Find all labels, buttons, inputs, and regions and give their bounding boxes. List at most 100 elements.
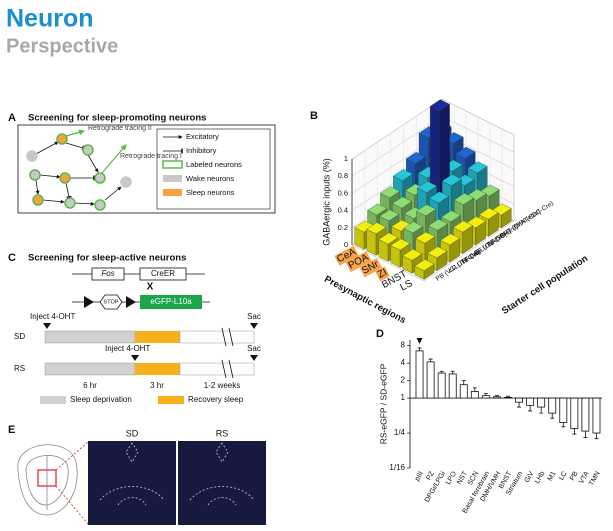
error-bar <box>594 433 599 440</box>
z-tick-label: 0 <box>344 240 348 249</box>
bar <box>570 397 579 429</box>
edge <box>74 201 95 206</box>
error-bar <box>572 428 577 435</box>
bar <box>448 373 457 399</box>
region-highlight <box>345 251 372 273</box>
y-axis-label: RS-eGFP / SD-eGFP <box>378 363 388 444</box>
z-tick-label: 1 <box>344 154 348 163</box>
rest-bar <box>179 330 255 344</box>
stop-label: STOP <box>104 299 119 305</box>
y-tick-label: 4 <box>401 358 406 367</box>
bar-top <box>393 169 413 181</box>
rest-bar <box>179 362 255 376</box>
bar-top <box>427 246 448 259</box>
y-tick-label: 1 <box>401 393 406 402</box>
inject-marker <box>43 323 51 329</box>
bar-top <box>366 222 387 235</box>
diagram-a <box>17 124 276 214</box>
loxp <box>126 296 136 308</box>
bar <box>592 397 601 434</box>
duration: 1-2 weeks <box>204 381 240 390</box>
panel-title: Screening for sleep-active neurons <box>28 253 186 264</box>
section: Perspective <box>6 35 118 57</box>
bar-top <box>417 181 437 193</box>
error-bar <box>528 405 533 412</box>
bar <box>581 397 590 432</box>
edges <box>35 141 122 206</box>
error-bar <box>517 402 522 408</box>
tracing-label: Retrograde tracing II <box>88 125 152 132</box>
x-tick-label: PB <box>569 470 580 482</box>
tracing-arrow <box>65 129 85 137</box>
node <box>120 176 132 188</box>
z-axis-label: GABAergic inputs (%) <box>321 158 331 246</box>
sac-label: Sac <box>247 312 261 321</box>
bar-top <box>378 232 399 245</box>
legend-frame <box>156 128 271 210</box>
condition-label: RS <box>14 364 25 373</box>
inject-marker <box>131 355 139 361</box>
legend-key <box>162 160 183 169</box>
legend-key <box>163 189 182 196</box>
duration: 3 hr <box>150 381 164 390</box>
edge <box>39 174 61 179</box>
error-bar <box>506 395 510 398</box>
error-bar <box>428 358 433 362</box>
reporter-box <box>140 295 202 309</box>
legend-label: Wake neurons <box>186 174 234 183</box>
bar-top <box>428 218 449 231</box>
node <box>82 144 94 156</box>
journal: Neuron <box>6 5 94 33</box>
z-tick-label: 0.4 <box>338 206 348 215</box>
cross: X <box>147 282 154 293</box>
frame <box>17 124 276 214</box>
rs-bar <box>135 363 180 375</box>
x-tick-label: LHb <box>534 470 547 485</box>
legend-label: Labeled neurons <box>186 160 242 169</box>
bar-top <box>379 209 400 222</box>
bar-top <box>405 151 426 164</box>
overlay <box>99 442 165 506</box>
edge <box>35 141 59 155</box>
bar <box>504 396 512 399</box>
node <box>56 133 68 145</box>
bar-top <box>392 196 413 209</box>
micrograph <box>88 441 176 525</box>
error-bar <box>539 407 544 414</box>
bar-top <box>453 220 473 233</box>
bar-top <box>441 210 461 223</box>
break <box>221 327 234 347</box>
legend-label: Excitatory <box>186 132 219 141</box>
edge <box>104 186 122 201</box>
bar-top <box>402 248 423 261</box>
inject-label: Inject 4-OHT <box>105 344 150 353</box>
error-bar <box>583 431 588 438</box>
error-bar <box>417 347 422 351</box>
outline <box>25 455 69 506</box>
y-axis-label: Starter cell population <box>500 253 590 317</box>
legend-key <box>158 396 184 404</box>
panel-label: B <box>310 110 318 122</box>
sd-bar <box>44 330 136 344</box>
duration: 6 hr <box>83 381 97 390</box>
bar <box>470 391 479 399</box>
bar <box>459 384 468 399</box>
gene-box <box>139 267 187 281</box>
x-tick-label: LC <box>558 470 569 481</box>
node <box>64 197 76 209</box>
region-highlight <box>359 258 383 278</box>
sac-marker <box>250 323 258 329</box>
region-highlight <box>375 266 390 282</box>
stop-box <box>99 294 123 310</box>
edge <box>42 199 65 204</box>
y-tick-label: 8 <box>401 341 406 350</box>
legend-label: Inhibitory <box>186 146 217 155</box>
sac-marker <box>250 355 258 361</box>
bar-top <box>478 207 499 220</box>
z-tick-label: 0.2 <box>338 223 348 232</box>
tracing-arrow <box>101 144 127 174</box>
y-tick-label: 2 <box>401 376 406 385</box>
nodes <box>26 133 132 211</box>
error-bar <box>450 370 455 374</box>
